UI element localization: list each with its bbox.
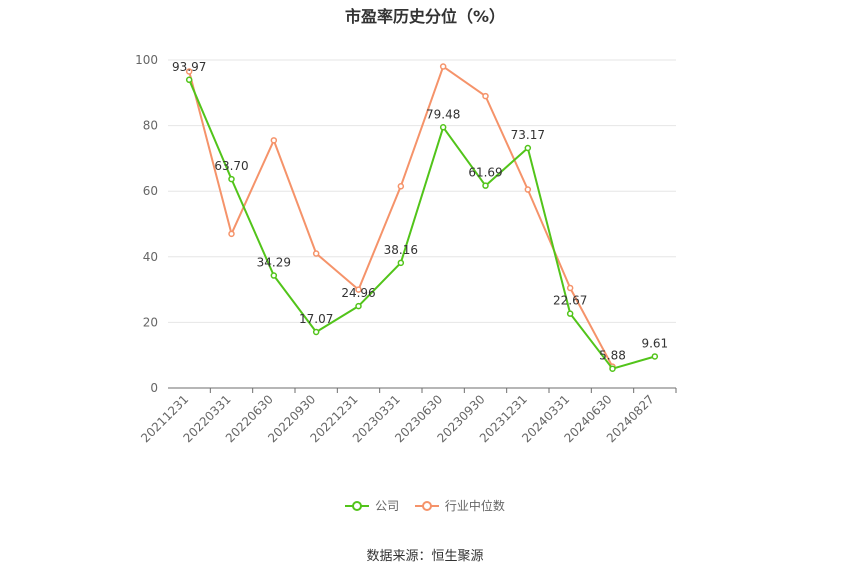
y-tick-label: 60 (143, 184, 158, 198)
data-point (397, 183, 405, 190)
y-tick-label: 40 (143, 250, 158, 264)
data-point (482, 92, 489, 100)
y-tick-label: 80 (143, 119, 158, 133)
data-label: 9.61 (641, 336, 668, 350)
data-point (355, 302, 362, 310)
data-source: 数据来源：恒生聚源 (366, 549, 484, 564)
legend-company-swatch (345, 500, 370, 511)
data-label: 34.29 (257, 256, 291, 270)
data-point (185, 76, 193, 84)
data-label: 38.16 (384, 243, 418, 257)
legend-industry-label: 行业中位数 (444, 499, 505, 513)
data-point (228, 230, 235, 238)
legend-company-label: 公司 (375, 499, 400, 513)
legend-industry-swatch (414, 500, 439, 511)
data-label: 61.69 (468, 166, 502, 180)
data-label: 22.67 (553, 294, 587, 308)
grid-layer (168, 59, 676, 323)
data-point (355, 286, 362, 293)
legend-item-industry[interactable]: 行业中位数 (414, 497, 505, 514)
label-layer: 93.97 63.70 34.29 17.07 24.96 38.16 79.48 61.69… (172, 60, 668, 363)
series-layer (185, 63, 659, 372)
data-point (566, 310, 574, 317)
y-tick-label: 20 (143, 315, 158, 329)
data-point (439, 63, 447, 70)
data-point (270, 272, 278, 279)
data-label: 73.17 (511, 128, 545, 142)
data-label: 93.97 (172, 60, 206, 74)
legend: 公司 行业中位数 (0, 497, 850, 516)
data-point (185, 68, 193, 75)
series-line (188, 79, 656, 370)
data-label: 24.96 (341, 286, 375, 300)
data-point (439, 124, 447, 131)
data-point (270, 137, 278, 144)
data-point (482, 182, 489, 189)
series-line (188, 65, 614, 368)
data-point (524, 144, 532, 152)
data-label: 17.07 (299, 312, 333, 326)
data-point (397, 259, 405, 267)
data-label: 79.48 (426, 107, 460, 121)
data-point (524, 186, 532, 193)
data-point (651, 353, 659, 360)
data-point (312, 250, 320, 257)
legend-item-company[interactable]: 公司 (345, 497, 399, 514)
y-tick-label: 100 (135, 53, 158, 67)
data-label: 5.88 (599, 349, 626, 363)
data-point (566, 284, 574, 292)
y-tick-label: 0 (150, 381, 158, 395)
data-point (228, 175, 235, 183)
data-point (312, 328, 320, 336)
data-point (609, 365, 616, 372)
data-label: 63.70 (214, 159, 248, 173)
chart-title: 市盈率历史分位（%） (344, 7, 506, 26)
